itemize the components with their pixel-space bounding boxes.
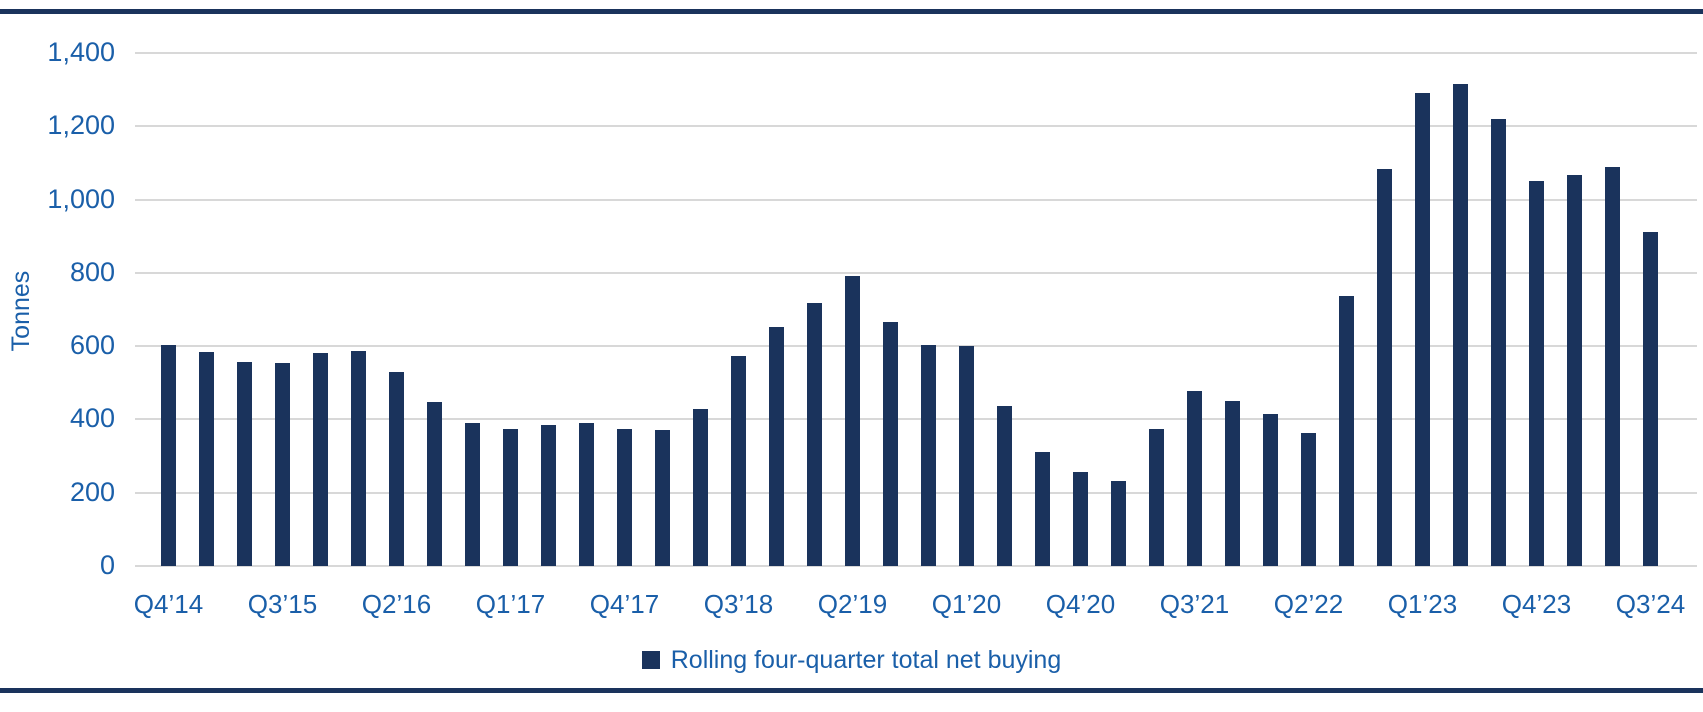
x-tick-label: Q4’20: [1045, 589, 1116, 619]
x-tick-label: Q3’21: [1159, 589, 1230, 619]
x-tick-label: Q2’19: [817, 589, 888, 619]
x-tick-label: Q2’22: [1273, 589, 1344, 619]
y-tick-label: 800: [69, 256, 115, 287]
y-tick-label: 1,200: [47, 110, 115, 141]
bar: [1111, 481, 1126, 566]
bar: [579, 422, 594, 566]
bar: [161, 345, 176, 566]
gridline: [135, 345, 1697, 348]
bar: [617, 428, 632, 566]
legend-swatch-icon: [641, 651, 660, 669]
x-tick-label: Q4’14: [133, 589, 204, 619]
x-tick-label: Q4’17: [589, 589, 660, 619]
y-tick-label: 0: [99, 550, 115, 580]
bar: [503, 428, 518, 566]
bar: [693, 409, 708, 566]
bar: [883, 321, 898, 566]
bar: [1149, 428, 1164, 566]
bar: [351, 350, 366, 566]
legend-label: Rolling four-quarter total net buying: [670, 646, 1062, 674]
x-tick-label: Q3’15: [247, 589, 318, 619]
gridline: [135, 491, 1697, 494]
gridline: [135, 198, 1697, 201]
bar: [1491, 118, 1506, 566]
legend: Rolling four-quarter total net buying: [0, 645, 1703, 675]
bar: [465, 422, 480, 566]
bar: [275, 363, 290, 566]
y-tick-label: 400: [69, 403, 115, 434]
bar: [237, 362, 252, 566]
gridline: [135, 125, 1697, 128]
bottom-border: [0, 688, 1703, 693]
y-tick-label: 1,400: [47, 37, 115, 67]
bar: [1377, 169, 1392, 566]
gridline: [135, 52, 1697, 54]
bar: [807, 302, 822, 566]
bar: [959, 346, 974, 566]
bar: [1073, 472, 1088, 566]
bar: [1643, 232, 1658, 566]
x-tick-label: Q2’16: [361, 589, 432, 619]
bar: [1453, 84, 1468, 566]
bar: [1225, 401, 1240, 566]
bar: [997, 405, 1012, 566]
bar: [1263, 413, 1278, 566]
bar: [1301, 432, 1316, 566]
bar: [921, 344, 936, 566]
bar: [1415, 92, 1430, 566]
bar: [199, 352, 214, 566]
top-border: [0, 9, 1703, 14]
x-tick-label: Q1’17: [475, 589, 546, 619]
bar: [845, 276, 860, 566]
x-tick-label: Q3’18: [703, 589, 774, 619]
bar: [1187, 391, 1202, 566]
bar: [731, 356, 746, 566]
gridline: [135, 565, 1697, 567]
gridline: [135, 418, 1697, 421]
bar: [1035, 452, 1050, 566]
bar: [541, 424, 556, 566]
bar: [389, 372, 404, 566]
x-tick-label: Q4’23: [1501, 589, 1572, 619]
bar: [313, 353, 328, 566]
x-tick-label: Q1’20: [931, 589, 1002, 619]
plot-area: [135, 52, 1697, 567]
bar: [655, 430, 670, 566]
bar: [769, 326, 784, 566]
x-tick-label: Q3’24: [1615, 589, 1686, 619]
gridline: [135, 271, 1697, 274]
bar: [1529, 181, 1544, 566]
bar: [1339, 295, 1354, 566]
x-tick-label: Q1’23: [1387, 589, 1458, 619]
y-tick-label: 200: [69, 476, 115, 507]
y-tick-label: 1,000: [47, 183, 115, 214]
bar: [427, 401, 442, 566]
bar: [1567, 175, 1582, 566]
y-tick-label: 600: [69, 330, 115, 361]
bar: [1605, 167, 1620, 566]
